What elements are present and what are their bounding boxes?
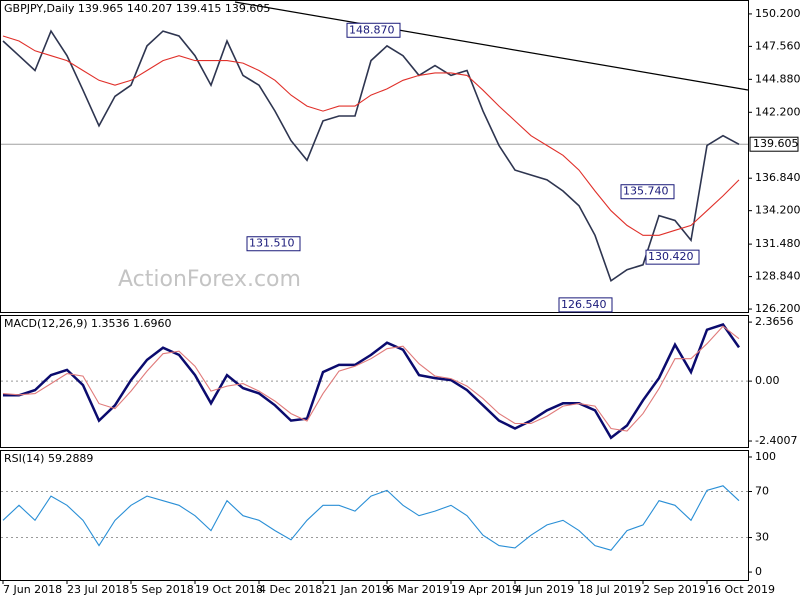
y-tick-label: 100 bbox=[755, 450, 776, 463]
series-line bbox=[2, 35, 740, 236]
annotation-label: 130.420 bbox=[648, 250, 694, 263]
annotation-box bbox=[346, 22, 401, 38]
current-price-label: 139.605 bbox=[753, 137, 799, 150]
x-tick-label: 21 Jan 2019 bbox=[323, 583, 389, 596]
y-tick-label: 30 bbox=[755, 531, 769, 544]
y-tick-label: 136.840 bbox=[755, 171, 800, 184]
panel-title: RSI(14) 59.2889 bbox=[4, 452, 93, 465]
series-line bbox=[2, 485, 740, 551]
annotation-box bbox=[645, 249, 700, 265]
x-tick-label: 19 Apr 2019 bbox=[451, 583, 519, 596]
watermark: ActionForex.com bbox=[118, 267, 301, 292]
series-line bbox=[2, 325, 740, 432]
y-tick-label: 144.880 bbox=[755, 72, 800, 85]
y-tick-label: 150.200 bbox=[755, 7, 800, 20]
x-tick-label: 16 Oct 2019 bbox=[707, 583, 775, 596]
annotation-label: 135.740 bbox=[623, 185, 669, 198]
current-price-box bbox=[749, 136, 799, 152]
y-tick-label: 0 bbox=[755, 565, 762, 578]
x-tick-label: 2 Sep 2019 bbox=[643, 583, 706, 596]
y-tick-label: 126.200 bbox=[755, 302, 800, 315]
y-tick-label: 70 bbox=[755, 485, 769, 498]
x-tick-label: 5 Sep 2018 bbox=[131, 583, 194, 596]
series-line bbox=[3, 323, 741, 440]
rsi-panel bbox=[0, 450, 749, 581]
trend-line bbox=[234, 1, 749, 91]
y-tick-label: 0.00 bbox=[755, 374, 780, 387]
annotation-label: 131.510 bbox=[249, 237, 295, 250]
price-panel bbox=[0, 0, 749, 313]
y-tick-label: 2.3656 bbox=[755, 315, 794, 328]
y-tick-label: 131.480 bbox=[755, 237, 800, 250]
y-tick-label: 142.200 bbox=[755, 105, 800, 118]
y-tick-label: -2.4007 bbox=[755, 434, 797, 447]
y-tick-label: 147.560 bbox=[755, 39, 800, 52]
panel-title: GBPJPY,Daily 139.965 140.207 139.415 139… bbox=[4, 2, 270, 15]
x-tick-label: 6 Mar 2019 bbox=[387, 583, 450, 596]
annotation-label: 126.540 bbox=[561, 298, 607, 311]
x-tick-label: 18 Jul 2019 bbox=[579, 583, 641, 596]
x-tick-label: 19 Oct 2018 bbox=[195, 583, 263, 596]
annotation-box bbox=[620, 184, 675, 200]
x-tick-label: 23 Jul 2018 bbox=[67, 583, 129, 596]
annotation-label: 148.870 bbox=[349, 23, 395, 36]
panel-title: MACD(12,26,9) 1.3536 1.6960 bbox=[4, 317, 172, 330]
x-tick-label: 4 Jun 2019 bbox=[515, 583, 574, 596]
y-tick-label: 134.200 bbox=[755, 204, 800, 217]
y-tick-label: 128.840 bbox=[755, 270, 800, 283]
series-line bbox=[2, 29, 740, 283]
x-tick-label: 7 Jun 2018 bbox=[3, 583, 62, 596]
x-tick-label: 4 Dec 2018 bbox=[259, 583, 322, 596]
annotation-box bbox=[246, 236, 301, 252]
annotation-box bbox=[558, 297, 613, 313]
